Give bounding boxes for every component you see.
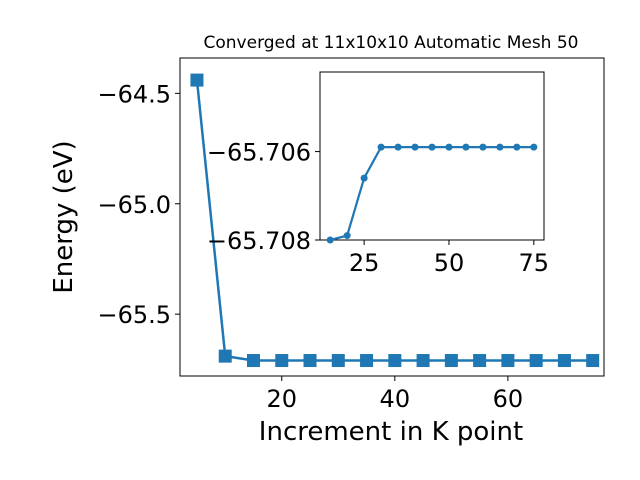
data-point xyxy=(462,143,470,151)
data-point xyxy=(326,236,334,244)
inset-plot: 25 50 75 −65.708 −65.706 xyxy=(207,71,549,277)
chart-title: Converged at 11x10x10 Automatic Mesh 50 xyxy=(204,33,579,53)
y-tick-label: −65.708 xyxy=(207,227,311,255)
data-point xyxy=(513,143,521,151)
data-point xyxy=(529,354,543,368)
data-point xyxy=(416,354,430,368)
data-point xyxy=(428,143,436,151)
data-point xyxy=(218,349,232,363)
data-point xyxy=(303,354,317,368)
data-point xyxy=(394,143,402,151)
x-tick-label: 25 xyxy=(349,249,380,277)
y-tick-label: −65.706 xyxy=(207,139,311,167)
data-point xyxy=(275,354,289,368)
inset-series xyxy=(326,143,538,244)
data-point xyxy=(360,354,374,368)
data-point xyxy=(496,143,504,151)
data-point xyxy=(331,354,345,368)
main-series xyxy=(190,73,600,368)
data-point xyxy=(473,354,487,368)
data-point xyxy=(360,174,368,182)
data-point xyxy=(411,143,419,151)
data-point xyxy=(557,354,571,368)
y-axis-label: Energy (eV) xyxy=(49,140,79,293)
main-ticks: 20 40 60 −64.5 −65.0 −65.5 xyxy=(97,80,523,413)
data-point xyxy=(501,354,515,368)
data-point xyxy=(246,354,260,368)
y-tick-label: −64.5 xyxy=(97,80,171,108)
x-axis-label: Increment in K point xyxy=(259,417,523,447)
data-point xyxy=(388,354,402,368)
data-point xyxy=(377,143,385,151)
y-tick-label: −65.0 xyxy=(97,191,171,219)
inset-plot-frame xyxy=(319,71,545,241)
x-tick-label: 50 xyxy=(434,249,465,277)
data-point xyxy=(444,354,458,368)
x-tick-label: 20 xyxy=(266,385,297,413)
data-point xyxy=(445,143,453,151)
data-point xyxy=(530,143,538,151)
data-point xyxy=(190,73,204,87)
x-tick-label: 75 xyxy=(519,249,550,277)
y-tick-label: −65.5 xyxy=(97,301,171,329)
data-point xyxy=(343,232,351,240)
x-tick-label: 60 xyxy=(493,385,524,413)
data-point xyxy=(586,354,600,368)
x-tick-label: 40 xyxy=(380,385,411,413)
inset-ticks: 25 50 75 −65.708 −65.706 xyxy=(207,139,549,277)
data-point xyxy=(479,143,487,151)
